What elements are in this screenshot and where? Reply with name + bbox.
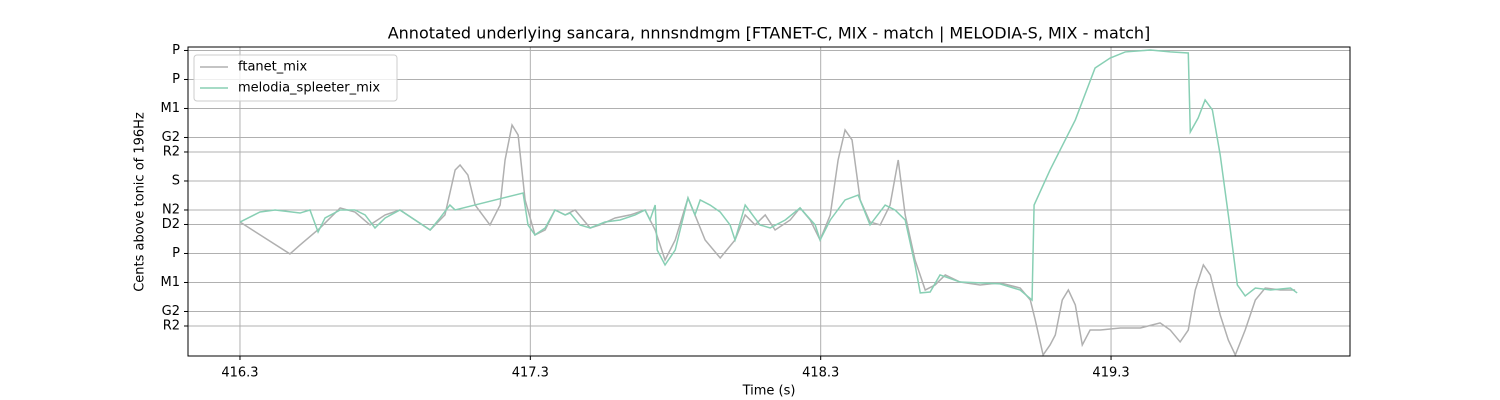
- y-tick-label: G2: [162, 304, 180, 319]
- y-tick-label: M1: [161, 275, 181, 290]
- y-tick-label: R2: [163, 318, 180, 333]
- line-series: [239, 49, 1298, 302]
- y-tick-label: P: [172, 72, 180, 87]
- legend-label: ftanet_mix: [238, 60, 308, 75]
- y-tick-label: P: [172, 43, 180, 58]
- x-tick-label: 418.3: [802, 366, 839, 381]
- legend-label: melodia_spleeter_mix: [238, 81, 380, 96]
- chart-title: Annotated underlying sancara, nnnsndmgm …: [388, 24, 1151, 43]
- y-tick-label: P: [172, 246, 180, 261]
- legend-box: [193, 54, 398, 102]
- line-series: [239, 122, 1296, 357]
- x-tick-label: 416.3: [221, 366, 258, 381]
- legend: ftanet_mix melodia_spleeter_mix: [193, 54, 398, 102]
- x-axis-label: Time (s): [742, 384, 796, 399]
- y-tick-label: N2: [162, 202, 180, 217]
- x-tick-label: 417.3: [512, 366, 549, 381]
- y-tick-label: S: [172, 173, 180, 188]
- y-tick-label: D2: [162, 217, 180, 232]
- x-tick-label: 419.3: [1092, 366, 1129, 381]
- y-tick-label: M1: [161, 101, 181, 116]
- y-tick-label: G2: [162, 130, 180, 145]
- y-tick-label: R2: [163, 144, 180, 159]
- y-axis-label: Cents above tonic of 196Hz: [133, 112, 148, 292]
- plot-frame: [187, 46, 1351, 357]
